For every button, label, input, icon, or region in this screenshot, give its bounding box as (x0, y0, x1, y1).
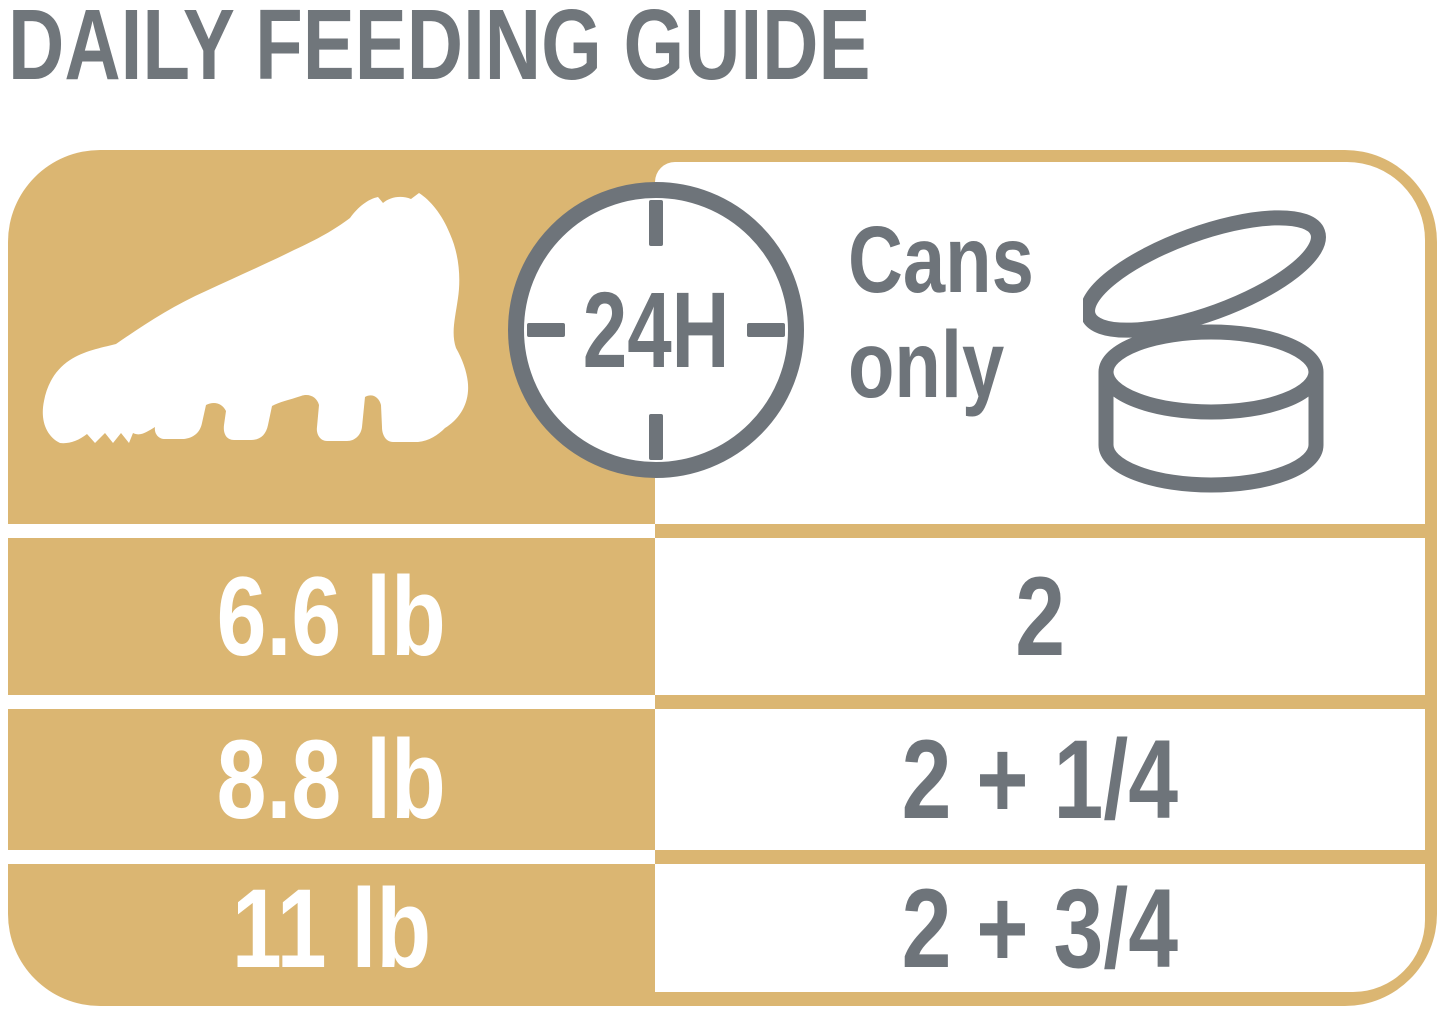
row-separator-left-3 (8, 850, 655, 864)
cans-cell-row3: 2 + 3/4 (901, 865, 1179, 991)
open-can-icon (1083, 210, 1326, 493)
row-separator-left-1 (8, 524, 655, 538)
weight-cell-row2: 8.8 lb (216, 717, 447, 842)
cans-cell-row2: 2 + 1/4 (901, 717, 1179, 842)
feeding-card: 24H Cans only 6.6 lb 2 8.8 lb (8, 150, 1437, 1006)
clock-24h-icon: 24H (508, 182, 804, 478)
clock-tick-6 (649, 414, 663, 460)
clock-label: 24H (582, 269, 730, 390)
row-separator-right-3 (655, 850, 1437, 864)
cans-only-label: Cans only (848, 207, 1034, 418)
row-separator-right-1 (655, 524, 1437, 538)
cat-icon (42, 193, 469, 444)
row-separator-right-2 (655, 695, 1437, 709)
clock-tick-12 (649, 200, 663, 246)
weight-cell-row1: 6.6 lb (216, 554, 447, 679)
clock-tick-9 (527, 323, 565, 337)
clock-tick-3 (747, 323, 785, 337)
page-title: DAILY FEEDING GUIDE (8, 0, 871, 101)
cans-cell-row1: 2 (1015, 554, 1065, 679)
weight-cell-row3: 11 lb (231, 865, 432, 991)
row-separator-left-2 (8, 695, 655, 709)
